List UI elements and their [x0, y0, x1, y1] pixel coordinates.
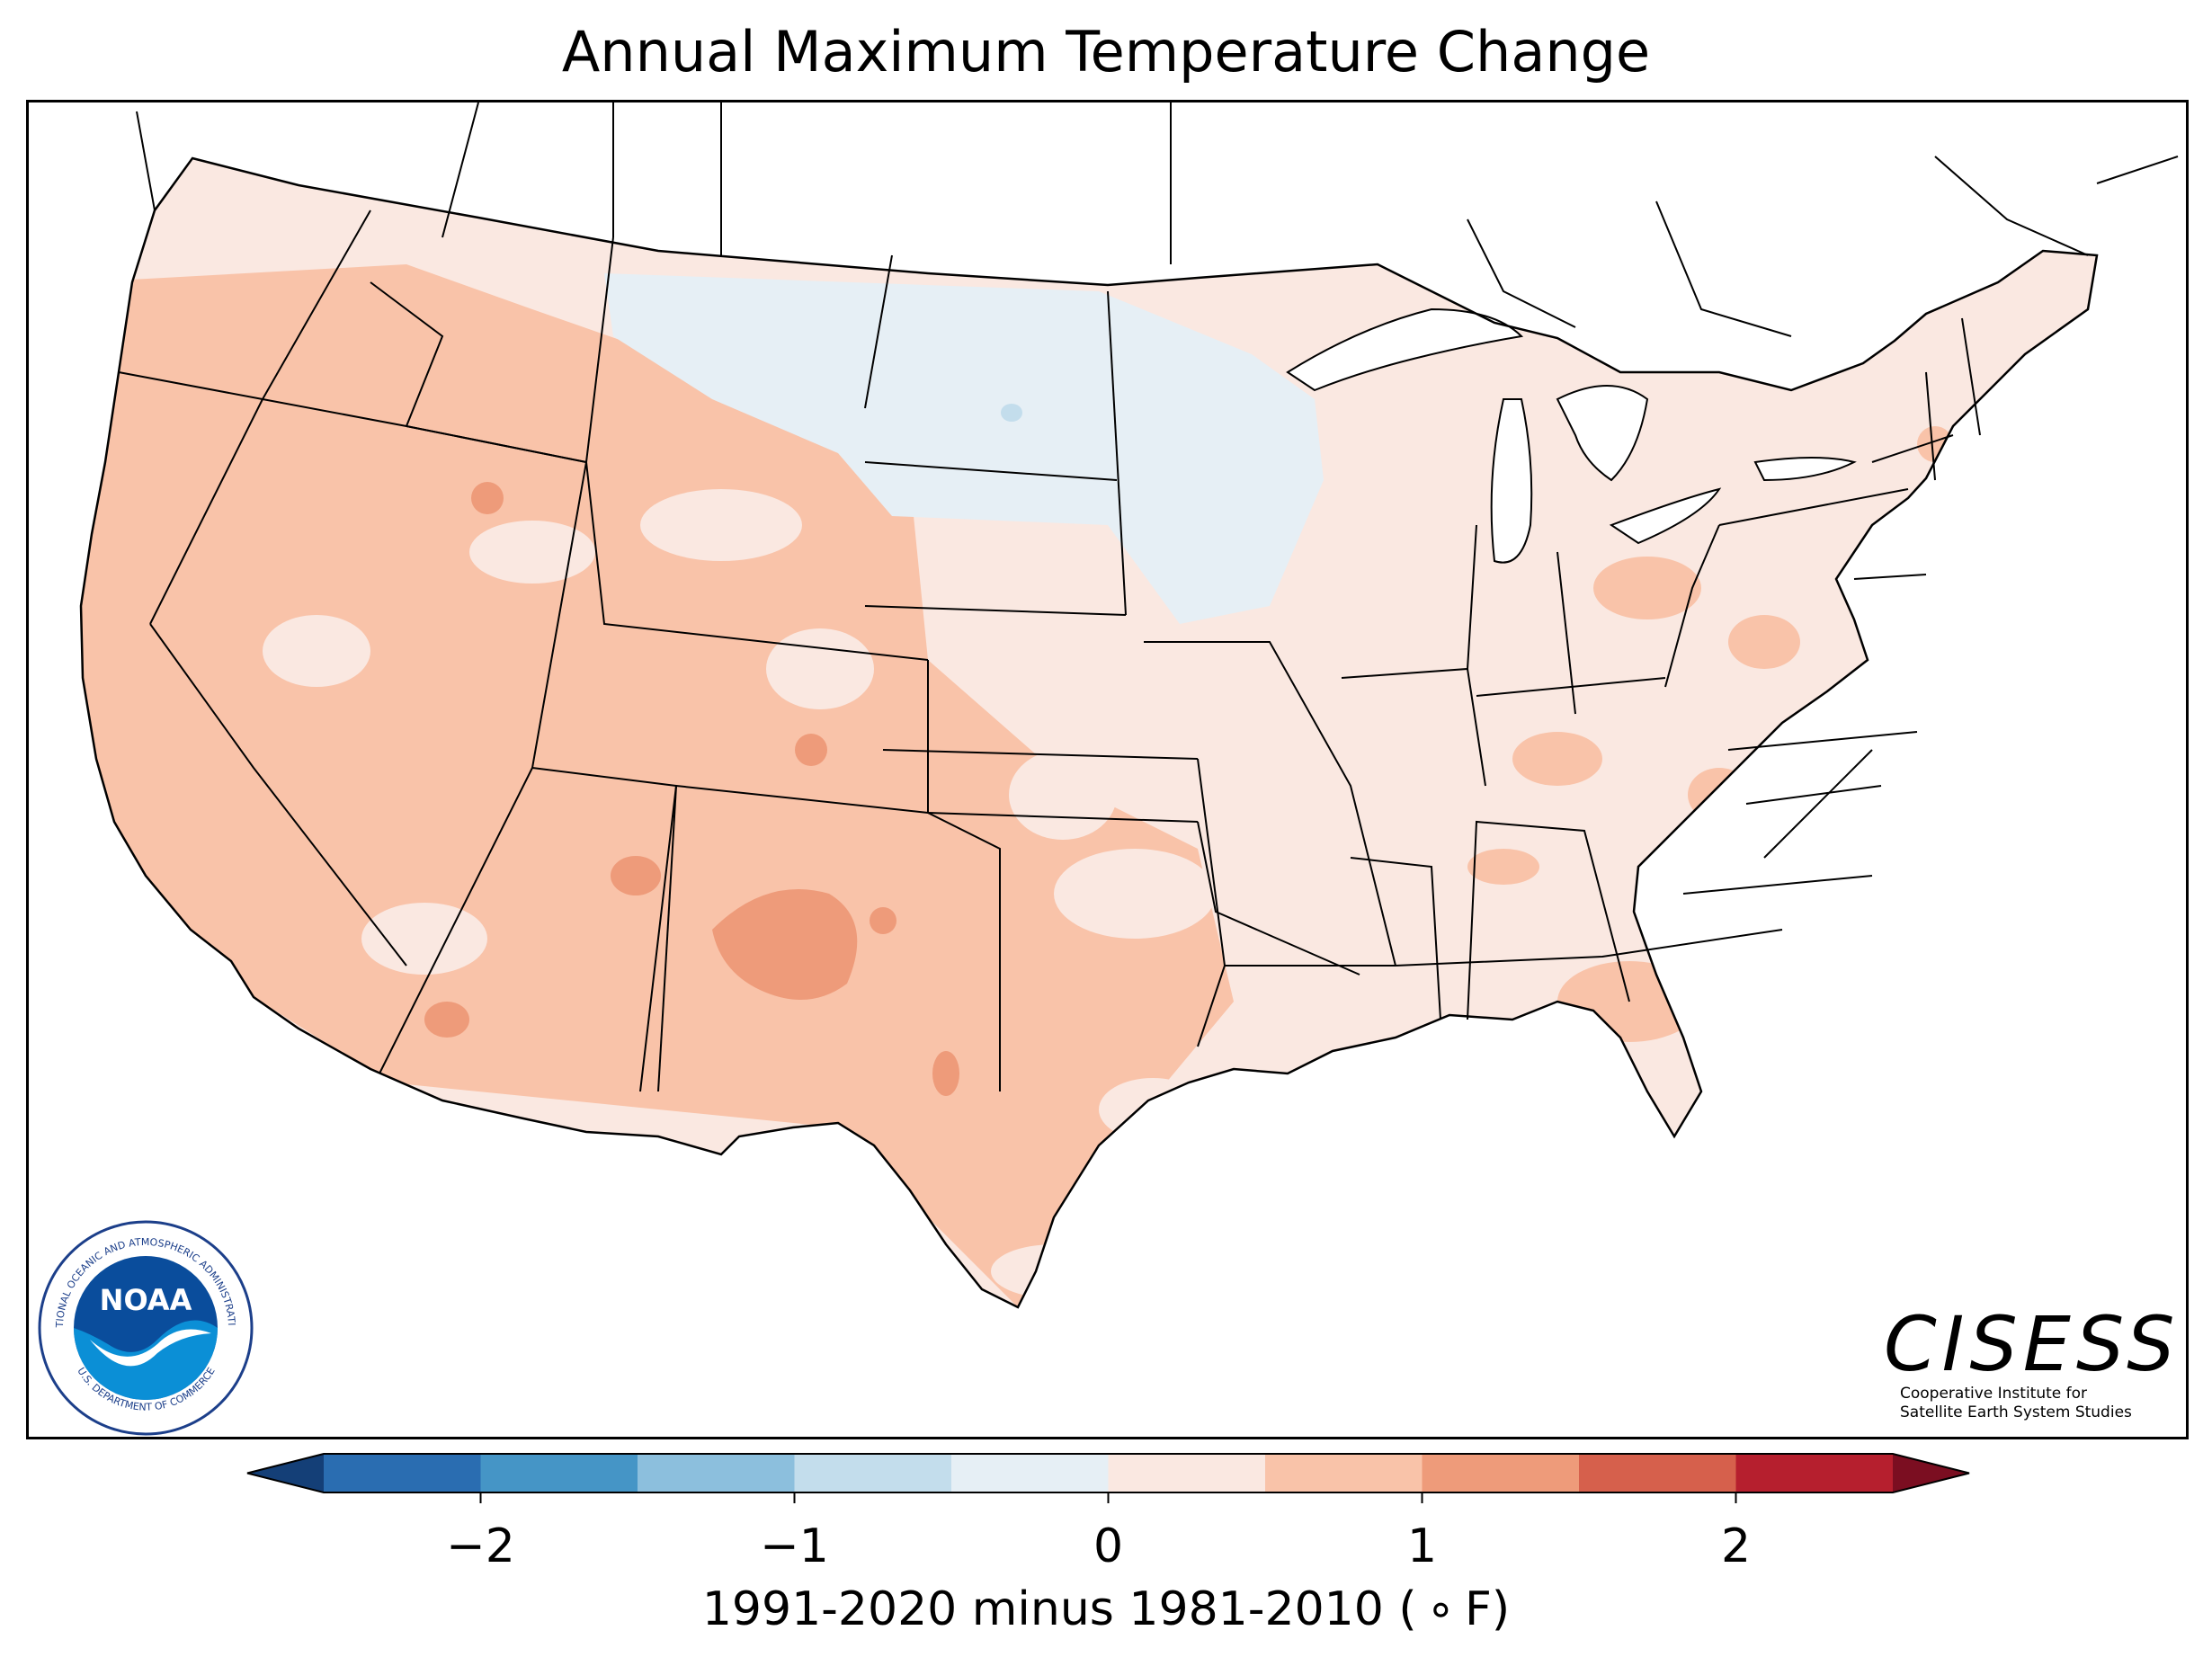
great-lakes: [1286, 307, 1857, 564]
noaa-wordmark: NOAA: [100, 1283, 192, 1317]
warm-patch: [1593, 557, 1701, 619]
colorbar-bin: [324, 1454, 481, 1492]
cisess-line1: Cooperative Institute for: [1900, 1385, 2088, 1403]
lake-erie: [1609, 487, 1722, 545]
warm-patch: [1728, 615, 1800, 669]
warmer-patch: [795, 734, 827, 766]
noaa-logo: NOAA NATIONAL OCEANIC AND ATMOSPHERIC AD…: [32, 1209, 256, 1439]
colorbar-bin: [1108, 1454, 1266, 1492]
warmer-patch: [932, 1051, 959, 1096]
colorbar-tick-label: −1: [760, 1519, 829, 1573]
cool-region-north: [604, 273, 1324, 624]
colorbar-under-arrow: [247, 1454, 324, 1492]
warmer-patch: [712, 889, 858, 1000]
map-title: Annual Maximum Temperature Change: [561, 19, 1651, 85]
colorbar-tick-label: 2: [1720, 1519, 1752, 1573]
state-boundaries: [79, 156, 2099, 1309]
warm-patch: [1467, 849, 1539, 885]
lake-michigan: [1490, 398, 1533, 564]
colorbar-tick-label: 0: [1093, 1519, 1124, 1573]
colorbar-bin: [951, 1454, 1109, 1492]
warm-patch: [1688, 768, 1751, 822]
colorbar-label: 1991-2020 minus 1981-2010 ( ∘ F): [701, 1582, 1511, 1636]
colorbar-bin: [794, 1454, 952, 1492]
colorbar-bin: [638, 1454, 795, 1492]
slight-warm-patch: [361, 903, 487, 975]
warm-region-west: [81, 264, 1234, 1307]
us-map: [79, 102, 2179, 1309]
colorbar-bin: [1265, 1454, 1423, 1492]
cisess-line2: Satellite Earth System Studies: [1900, 1403, 2132, 1421]
slight-warm-patch: [469, 521, 595, 584]
colorbar-outline: [246, 1453, 1970, 1493]
warmer-patch: [611, 856, 661, 895]
slight-warm-patch: [991, 1244, 1117, 1298]
slight-warm-patch: [1054, 849, 1216, 939]
map-panel: [26, 100, 2189, 1439]
warm-patch: [1917, 426, 1953, 462]
lake-superior: [1286, 307, 1524, 392]
warmer-patch: [870, 907, 896, 934]
colorbar-tick-label: 1: [1406, 1519, 1438, 1573]
cooler-patch: [1001, 404, 1022, 422]
colorbar-bin: [480, 1454, 638, 1492]
warm-patch: [1728, 1006, 1800, 1087]
warmer-patch: [424, 1002, 469, 1038]
lake-ontario: [1753, 457, 1857, 482]
colorbar: [0, 1439, 2212, 1666]
cisess-wordmark: CISESS: [1884, 1300, 2181, 1388]
colorbar-over-arrow: [1893, 1454, 1969, 1492]
colorbar-scale: [246, 1453, 1970, 1503]
lake-huron: [1556, 385, 1649, 482]
warm-patch: [1512, 732, 1602, 786]
cisess-logo: CISESS Cooperative Institute for Satelli…: [1884, 1300, 2181, 1422]
colorbar-bin: [1735, 1454, 1894, 1492]
slight-warm-patch: [263, 615, 370, 687]
international-borders: [136, 102, 2179, 337]
warmer-patch: [471, 482, 504, 514]
colorbar-bin: [1579, 1454, 1736, 1492]
slight-warm-patch: [640, 489, 802, 561]
colorbar-bin: [1422, 1454, 1580, 1492]
slight-warm-patch: [1009, 750, 1117, 840]
colorbar-tick-label: −2: [446, 1519, 515, 1573]
slight-warm-patch: [766, 628, 874, 709]
noaa-emblem-icon: NOAA NATIONAL OCEANIC AND ATMOSPHERIC AD…: [32, 1209, 254, 1436]
